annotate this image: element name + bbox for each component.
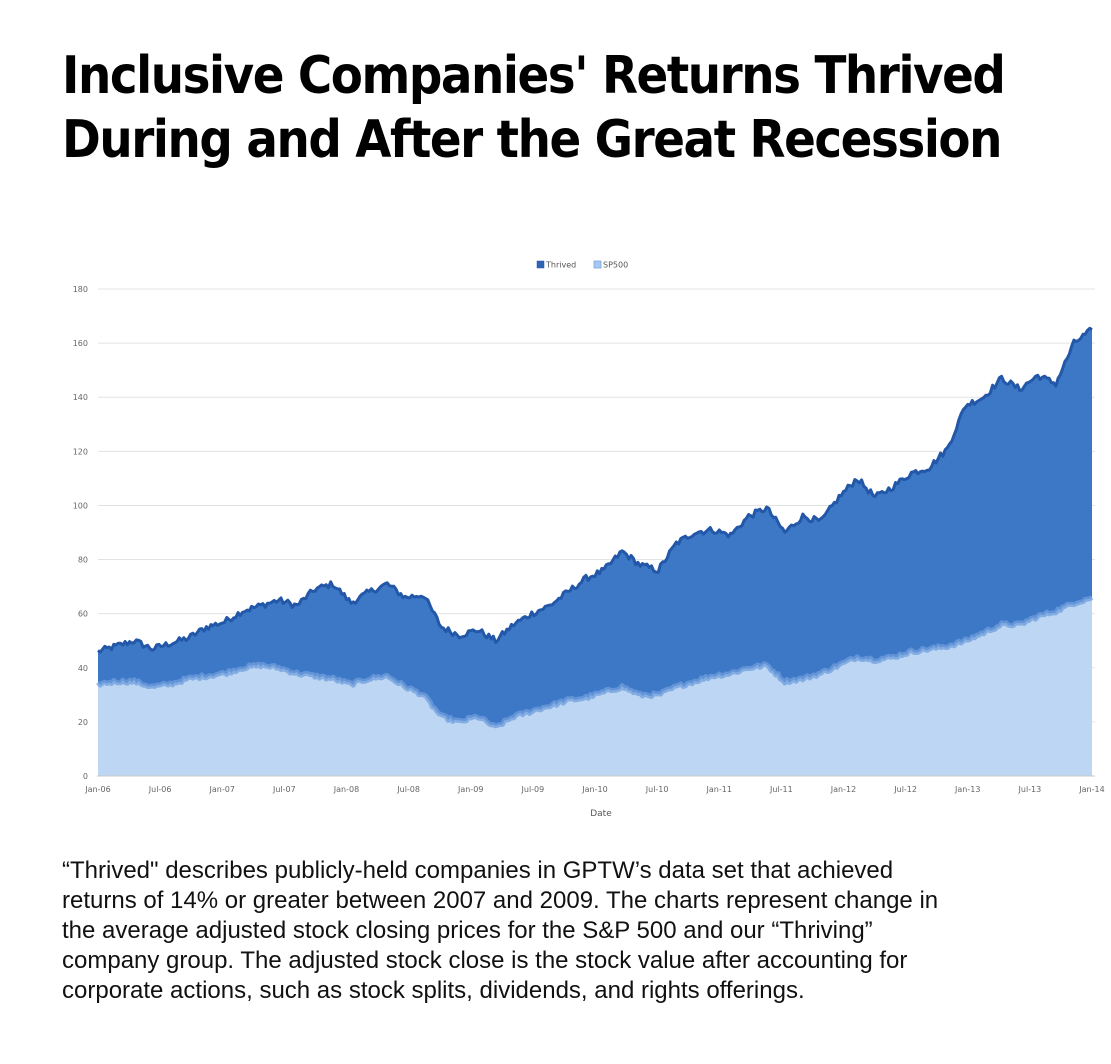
caption-line-4: company group. The adjusted stock close …: [62, 947, 908, 974]
x-tick-label: Jul-08: [396, 785, 420, 794]
x-tick-label: Jul-13: [1018, 785, 1042, 794]
legend-swatch-sp500: [593, 260, 602, 269]
y-axis-tick-labels: 0 20 40 60 80 100 120 140 160 180: [73, 285, 88, 781]
x-tick-label: Jul-06: [148, 785, 172, 794]
area-chart: Thrived SP500 0 20 40 60 80 100 120 140 160 180 J…: [73, 260, 1105, 820]
y-tick-label: 40: [78, 664, 88, 673]
series-line-thrived: [97, 326, 1093, 654]
series-area-sp500: [98, 597, 1092, 776]
x-tick-label: Jul-12: [893, 785, 917, 794]
title-line-1: Inclusive Companies' Returns Thrived: [62, 46, 1006, 106]
y-tick-label: 20: [78, 718, 88, 727]
x-tick-label: Jan-13: [954, 785, 980, 794]
x-tick-label: Jul-11: [769, 785, 793, 794]
legend-swatch-thrived: [536, 260, 545, 269]
chart-caption: “Thrived" describes publicly-held compan…: [62, 856, 1062, 1006]
legend-label-sp500: SP500: [603, 261, 628, 270]
x-tick-label: Jul-10: [645, 785, 669, 794]
legend-label-thrived: Thrived: [545, 261, 576, 270]
x-tick-label: Jan-09: [457, 785, 483, 794]
x-axis-title: Date: [590, 809, 612, 819]
page-title: Inclusive Companies' Returns Thrived Dur…: [62, 44, 1006, 172]
caption-line-5: corporate actions, such as stock splits,…: [62, 977, 805, 1004]
series-line-sp500: [96, 595, 1094, 729]
chart-legend: Thrived SP500: [536, 260, 628, 270]
x-tick-label: Jan-07: [209, 785, 235, 794]
x-tick-label: Jan-10: [581, 785, 607, 794]
x-tick-label: Jul-09: [521, 785, 545, 794]
y-tick-label: 120: [73, 447, 88, 456]
caption-line-2: returns of 14% or greater between 2007 a…: [62, 887, 939, 914]
x-tick-label: Jan-14: [1078, 785, 1104, 794]
x-tick-label: Jan-12: [830, 785, 856, 794]
y-tick-label: 0: [83, 772, 88, 781]
series-areas: [96, 326, 1094, 776]
x-tick-label: Jan-11: [706, 785, 732, 794]
y-tick-label: 100: [73, 501, 88, 510]
x-axis-tick-labels: Jan-06 Jul-06 Jan-07 Jul-07 Jan-08 Jul-08 Jan-…: [84, 785, 1104, 794]
y-tick-label: 160: [73, 339, 88, 348]
x-tick-label: Jan-06: [84, 785, 110, 794]
caption-line-1: “Thrived" describes publicly-held compan…: [62, 857, 894, 884]
y-tick-label: 80: [78, 556, 88, 565]
x-tick-label: Jul-07: [272, 785, 296, 794]
x-tick-label: Jan-08: [333, 785, 359, 794]
y-tick-label: 140: [73, 393, 88, 402]
title-line-2: During and After the Great Recession: [62, 110, 1002, 170]
y-tick-label: 60: [78, 610, 88, 619]
y-tick-label: 180: [73, 285, 88, 294]
caption-line-3: the average adjusted stock closing price…: [62, 917, 873, 944]
